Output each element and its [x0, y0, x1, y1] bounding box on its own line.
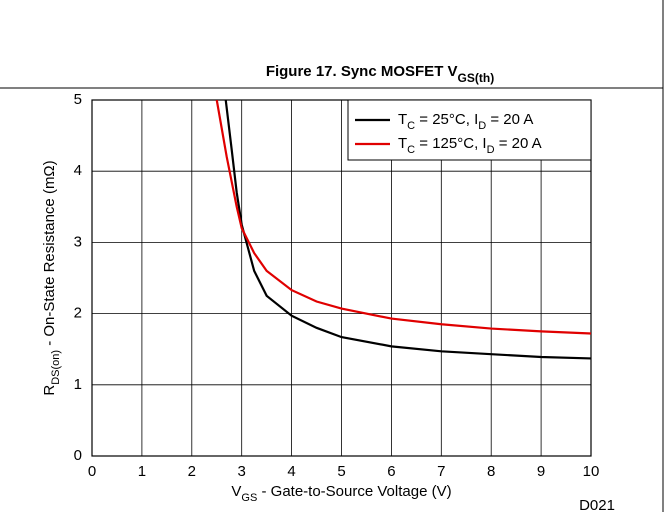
y-tick-label: 0 [74, 447, 82, 464]
chart-title: Figure 17. Sync MOSFET VGS(th) [266, 63, 494, 85]
x-axis-label-part: - Gate-to-Source Voltage (V) [257, 483, 451, 500]
x-axis-label-part: V [231, 483, 241, 500]
plot-frame [91, 99, 592, 457]
x-tick-label: 3 [238, 463, 246, 480]
y-axis-label: RDS(on) - On-State Resistance (mΩ) [41, 160, 62, 395]
x-axis-label: VGS - Gate-to-Source Voltage (V) [231, 483, 451, 504]
x-tick-label: 8 [487, 463, 495, 480]
y-tick-label: 2 [74, 305, 82, 322]
legend-label-part: C [407, 144, 415, 156]
legend-label-part: T [398, 135, 407, 152]
x-tick-label: 4 [287, 463, 295, 480]
x-tick-label: 9 [537, 463, 545, 480]
legend-label-part: = 25°C, I [415, 111, 478, 128]
legend-label-part: = 20 A [486, 111, 533, 128]
y-tick-label: 1 [74, 376, 82, 393]
legend-label: TC = 125°C, ID = 20 A [398, 135, 542, 156]
note: D021 [579, 497, 615, 512]
x-tick-label: 5 [337, 463, 345, 480]
y-tick-label: 3 [74, 233, 82, 250]
series-line [224, 100, 591, 360]
legend-label-part: T [398, 111, 407, 128]
series-line [215, 100, 591, 335]
legend-label: TC = 25°C, ID = 20 A [398, 111, 533, 132]
x-tick-label: 7 [437, 463, 445, 480]
legend-label-part: D [478, 120, 486, 132]
chart-title-part: Figure 17. Sync MOSFET V [266, 63, 458, 80]
chart-title-part: GS(th) [458, 71, 495, 85]
legend-label-part: = 20 A [495, 135, 542, 152]
y-tick-label: 5 [74, 91, 82, 108]
x-tick-label: 0 [88, 463, 96, 480]
x-tick-label: 2 [188, 463, 196, 480]
x-tick-label: 1 [138, 463, 146, 480]
y-axis-label-part: - On-State Resistance (mΩ) [41, 160, 58, 350]
x-axis-label-part: GS [241, 492, 257, 504]
x-tick-label: 6 [387, 463, 395, 480]
y-tick-label: 4 [74, 162, 82, 179]
legend-box [347, 99, 592, 161]
y-axis-label-part: DS(on) [50, 350, 62, 385]
legend-label-part: C [407, 120, 415, 132]
legend-label-part: = 125°C, I [415, 135, 486, 152]
x-tick-label: 10 [583, 463, 600, 480]
y-axis-label-part: R [41, 385, 58, 396]
legend-label-part: D [487, 144, 495, 156]
